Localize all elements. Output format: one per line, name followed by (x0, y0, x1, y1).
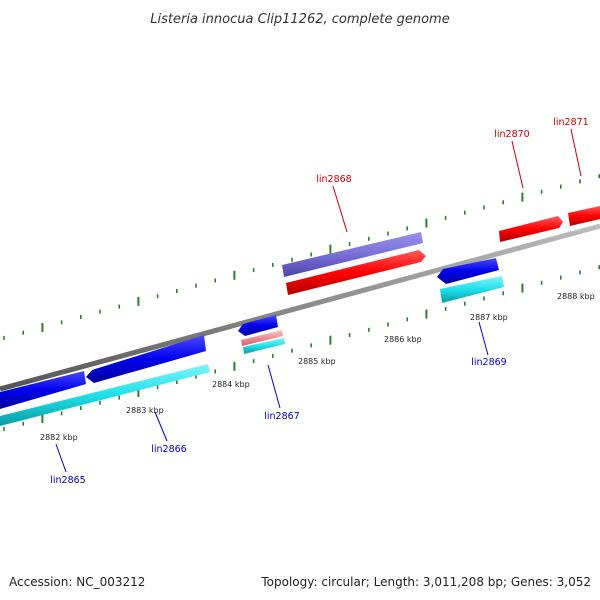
genome-backbone (0, 223, 600, 392)
gene-lin2867[interactable] (238, 315, 278, 336)
cds-feature-reverse[interactable] (440, 276, 504, 303)
gene-label-lin2865[interactable]: lin2865 (50, 475, 85, 486)
gene-lin2865[interactable] (0, 371, 86, 409)
gene-lin2869[interactable] (437, 258, 499, 284)
accession-text: Accession: NC_003212 (9, 575, 145, 589)
gene-lin2866[interactable] (86, 335, 206, 383)
gene-label-leader (154, 411, 168, 442)
gene-label-leader (570, 128, 582, 177)
gene-label-lin2868[interactable]: lin2868 (316, 174, 351, 185)
scale-ticks (3, 174, 600, 431)
gene-label-lin2870[interactable]: lin2870 (494, 129, 529, 140)
gene-label-leader (332, 185, 348, 233)
scale-tick-label: 2887 kbp (470, 313, 508, 322)
cds-feature-forward[interactable] (282, 232, 423, 277)
genome-summary-text: Topology: circular; Length: 3,011,208 bp… (260, 575, 591, 589)
gene-label-lin2866[interactable]: lin2866 (151, 444, 186, 455)
gene-lin2871[interactable] (568, 206, 600, 226)
gene-label-leader (478, 321, 489, 356)
scale-tick-label: 2886 kbp (384, 335, 422, 344)
gene-label-lin2867[interactable]: lin2867 (264, 411, 299, 422)
scale-tick-label: 2884 kbp (212, 380, 250, 389)
cds-feature-reverse[interactable] (0, 364, 210, 426)
scale-tick-label: 2885 kbp (298, 357, 336, 366)
scale-tick-label: 2882 kbp (40, 433, 78, 442)
gene-lin2868[interactable] (286, 250, 426, 295)
gene-label-lin2871[interactable]: lin2871 (553, 117, 588, 128)
map-title: Listeria innocua Clip11262, complete gen… (150, 12, 449, 27)
gene-label-lin2869[interactable]: lin2869 (471, 357, 506, 368)
rna-feature[interactable] (241, 330, 283, 346)
scale-tick-label: 2888 kbp (557, 292, 595, 301)
gene-label-leader (55, 443, 67, 473)
gene-label-leader (267, 364, 281, 409)
scale-tick-label: 2883 kbp (126, 406, 164, 415)
cds-feature-reverse[interactable] (243, 338, 285, 354)
gene-lin2870[interactable] (499, 216, 563, 242)
gene-label-leader (511, 140, 524, 189)
